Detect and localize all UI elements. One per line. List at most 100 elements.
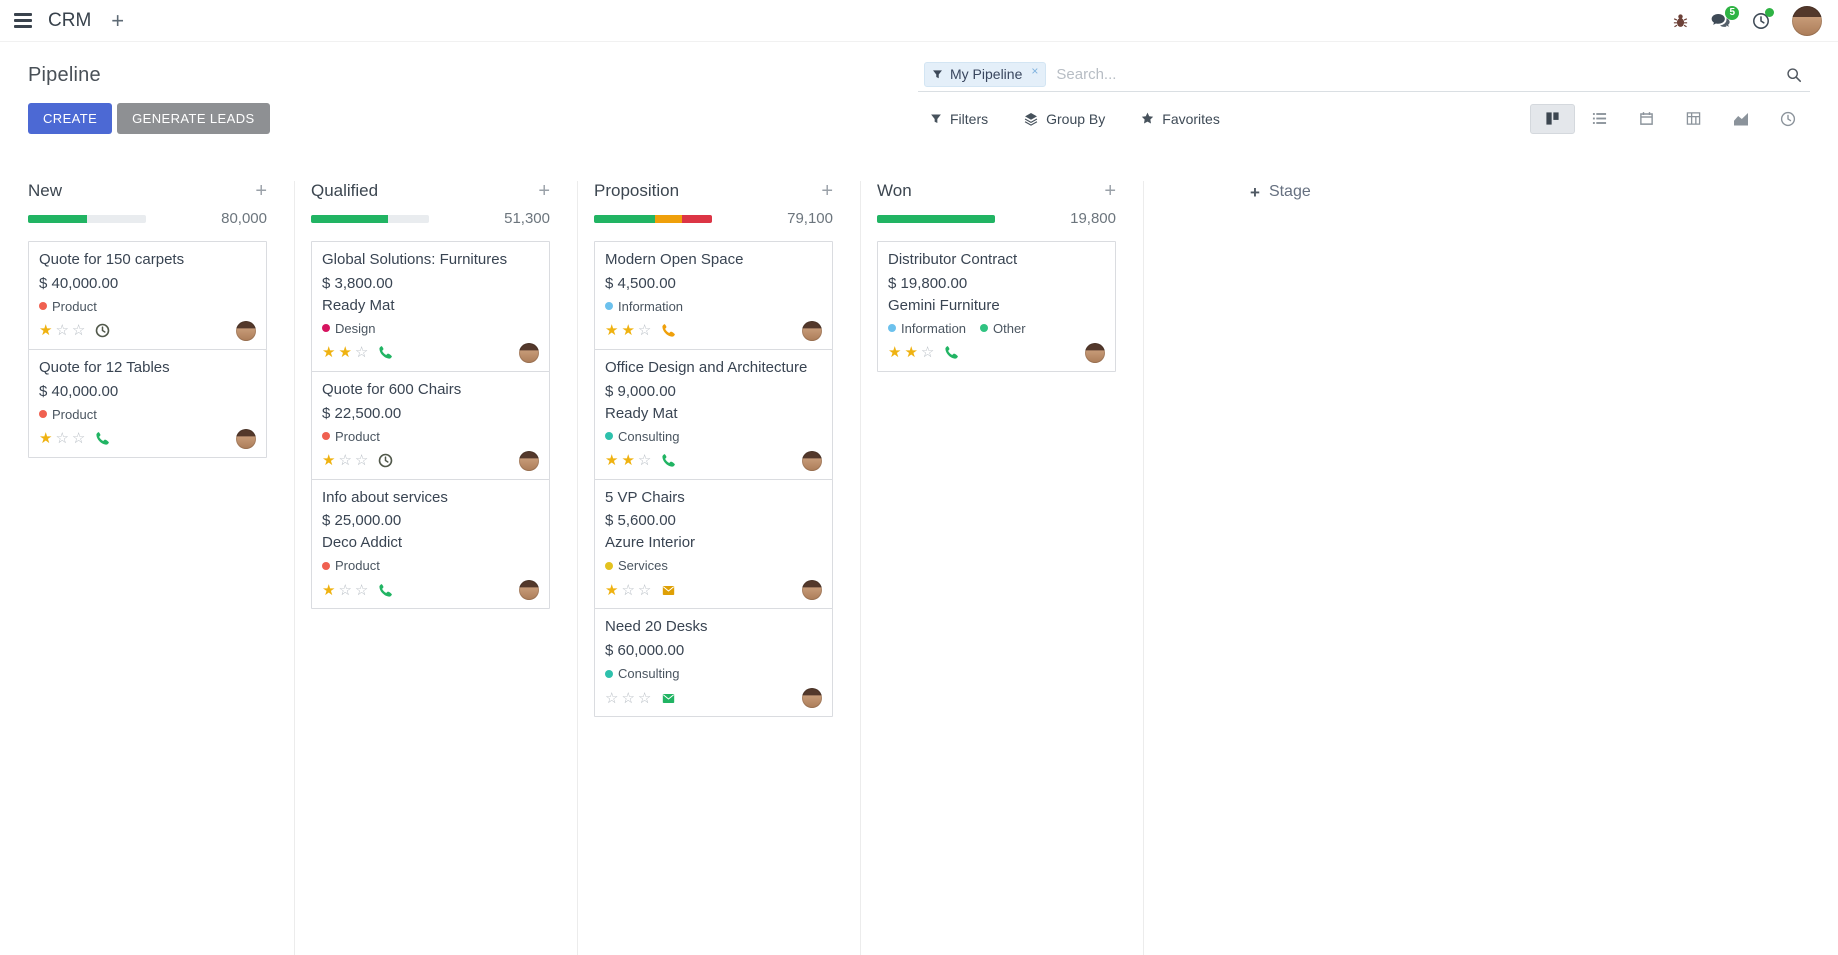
priority-stars[interactable]: ★ ☆ ☆ bbox=[39, 431, 85, 446]
view-pivot-button[interactable] bbox=[1671, 104, 1716, 134]
salesperson-avatar[interactable] bbox=[236, 428, 256, 449]
star-icon[interactable]: ☆ bbox=[338, 581, 352, 599]
star-icon[interactable]: ☆ bbox=[55, 322, 69, 340]
star-icon[interactable]: ☆ bbox=[637, 452, 652, 469]
column-add-icon[interactable]: + bbox=[1104, 180, 1116, 202]
star-icon[interactable]: ☆ bbox=[920, 344, 935, 362]
star-icon[interactable]: ★ bbox=[605, 452, 619, 469]
star-icon[interactable]: ★ bbox=[621, 452, 635, 469]
progress-segment[interactable] bbox=[655, 214, 683, 223]
stage-progressbar[interactable] bbox=[877, 214, 995, 223]
user-avatar[interactable] bbox=[1792, 5, 1822, 36]
salesperson-avatar[interactable] bbox=[802, 320, 822, 341]
clock-activity-icon[interactable] bbox=[95, 323, 110, 338]
priority-stars[interactable]: ★ ★ ☆ bbox=[605, 453, 651, 468]
salesperson-avatar[interactable] bbox=[802, 450, 822, 471]
salesperson-avatar[interactable] bbox=[519, 450, 539, 471]
priority-stars[interactable]: ★ ☆ ☆ bbox=[39, 323, 85, 338]
phone-activity-icon[interactable] bbox=[95, 431, 110, 446]
star-icon[interactable]: ☆ bbox=[354, 452, 369, 469]
star-icon[interactable]: ★ bbox=[322, 581, 336, 599]
envelope-activity-icon[interactable] bbox=[661, 584, 676, 597]
clock-activity-icon[interactable] bbox=[378, 453, 393, 468]
add-stage-button[interactable]: + Stage bbox=[1144, 181, 1311, 955]
progress-segment[interactable] bbox=[877, 214, 995, 223]
stage-name[interactable]: New bbox=[28, 181, 63, 200]
kanban-card[interactable]: Quote for 600 Chairs $ 22,500.00 Product… bbox=[311, 370, 550, 480]
bug-icon[interactable] bbox=[1672, 12, 1689, 29]
star-icon[interactable]: ★ bbox=[39, 430, 53, 447]
kanban-card[interactable]: Quote for 12 Tables $ 40,000.00 Product … bbox=[28, 348, 267, 458]
phone-activity-icon[interactable] bbox=[378, 345, 393, 360]
priority-stars[interactable]: ★ ☆ ☆ bbox=[322, 453, 368, 468]
salesperson-avatar[interactable] bbox=[802, 688, 822, 708]
view-calendar-button[interactable] bbox=[1624, 104, 1669, 134]
activities-icon[interactable] bbox=[1752, 7, 1774, 30]
star-icon[interactable]: ☆ bbox=[637, 689, 652, 707]
star-icon[interactable]: ☆ bbox=[605, 689, 619, 707]
messages-icon[interactable]: 5 bbox=[1711, 5, 1739, 29]
search-bar[interactable]: My Pipeline × bbox=[918, 58, 1810, 92]
create-button[interactable]: CREATE bbox=[28, 103, 113, 134]
salesperson-avatar[interactable] bbox=[236, 320, 256, 341]
view-list-button[interactable] bbox=[1577, 104, 1622, 134]
priority-stars[interactable]: ★ ★ ☆ bbox=[322, 345, 368, 360]
star-icon[interactable]: ★ bbox=[605, 581, 619, 599]
stage-name[interactable]: Won bbox=[877, 181, 912, 200]
column-add-icon[interactable]: + bbox=[255, 180, 267, 202]
star-icon[interactable]: ☆ bbox=[338, 452, 352, 469]
priority-stars[interactable]: ★ ★ ☆ bbox=[605, 323, 651, 338]
kanban-card[interactable]: Global Solutions: Furnitures $ 3,800.00 … bbox=[311, 241, 550, 372]
kanban-card[interactable]: Need 20 Desks $ 60,000.00 Consulting ☆ ☆ ☆ bbox=[594, 608, 833, 717]
stage-progressbar[interactable] bbox=[311, 214, 429, 223]
star-icon[interactable]: ★ bbox=[322, 344, 336, 362]
star-icon[interactable]: ★ bbox=[904, 344, 918, 362]
star-icon[interactable]: ★ bbox=[338, 344, 352, 362]
star-icon[interactable]: ★ bbox=[888, 344, 902, 362]
priority-stars[interactable]: ☆ ☆ ☆ bbox=[605, 691, 651, 706]
star-icon[interactable]: ★ bbox=[605, 322, 619, 340]
favorites-button[interactable]: Favorites bbox=[1141, 111, 1220, 127]
stage-name[interactable]: Proposition bbox=[594, 181, 680, 200]
salesperson-avatar[interactable] bbox=[1085, 342, 1105, 363]
phone-activity-icon[interactable] bbox=[378, 583, 393, 598]
priority-stars[interactable]: ★ ★ ☆ bbox=[888, 345, 934, 360]
priority-stars[interactable]: ★ ☆ ☆ bbox=[322, 583, 368, 598]
star-icon[interactable]: ★ bbox=[39, 322, 53, 340]
star-icon[interactable]: ☆ bbox=[621, 689, 635, 707]
progress-segment[interactable] bbox=[28, 214, 87, 223]
star-icon[interactable]: ☆ bbox=[637, 581, 652, 599]
apps-menu-icon[interactable] bbox=[12, 9, 34, 32]
kanban-card[interactable]: 5 VP Chairs $ 5,600.00 Azure Interior Se… bbox=[594, 478, 833, 610]
phone-activity-icon[interactable] bbox=[944, 345, 959, 360]
kanban-card[interactable]: Info about services $ 25,000.00 Deco Add… bbox=[311, 478, 550, 610]
search-facet[interactable]: My Pipeline × bbox=[924, 62, 1047, 87]
kanban-card[interactable]: Modern Open Space $ 4,500.00 Information… bbox=[594, 241, 833, 350]
star-icon[interactable]: ☆ bbox=[71, 430, 86, 447]
star-icon[interactable]: ★ bbox=[322, 452, 336, 469]
facet-remove-icon[interactable]: × bbox=[1031, 64, 1039, 78]
salesperson-avatar[interactable] bbox=[802, 580, 822, 601]
kanban-card[interactable]: Office Design and Architecture $ 9,000.0… bbox=[594, 348, 833, 480]
generate-leads-button[interactable]: GENERATE LEADS bbox=[117, 103, 270, 134]
phone-activity-icon[interactable] bbox=[661, 323, 676, 338]
group-by-button[interactable]: Group By bbox=[1024, 111, 1105, 127]
star-icon[interactable]: ★ bbox=[621, 322, 635, 340]
stage-name[interactable]: Qualified bbox=[311, 181, 379, 200]
priority-stars[interactable]: ★ ☆ ☆ bbox=[605, 583, 651, 598]
stage-progressbar[interactable] bbox=[594, 214, 712, 223]
kanban-card[interactable]: Quote for 150 carpets $ 40,000.00 Produc… bbox=[28, 241, 267, 350]
filters-button[interactable]: Filters bbox=[930, 111, 988, 127]
search-input[interactable] bbox=[1056, 66, 1776, 83]
phone-activity-icon[interactable] bbox=[661, 453, 676, 468]
search-icon[interactable] bbox=[1786, 67, 1802, 83]
view-kanban-button[interactable] bbox=[1530, 103, 1575, 134]
view-activity-button[interactable] bbox=[1765, 104, 1810, 134]
star-icon[interactable]: ☆ bbox=[621, 581, 635, 599]
salesperson-avatar[interactable] bbox=[519, 580, 539, 601]
progress-segment[interactable] bbox=[594, 214, 656, 223]
star-icon[interactable]: ☆ bbox=[55, 430, 69, 447]
star-icon[interactable]: ☆ bbox=[354, 344, 369, 362]
progress-segment[interactable] bbox=[682, 214, 712, 223]
app-name[interactable]: CRM bbox=[48, 9, 92, 31]
